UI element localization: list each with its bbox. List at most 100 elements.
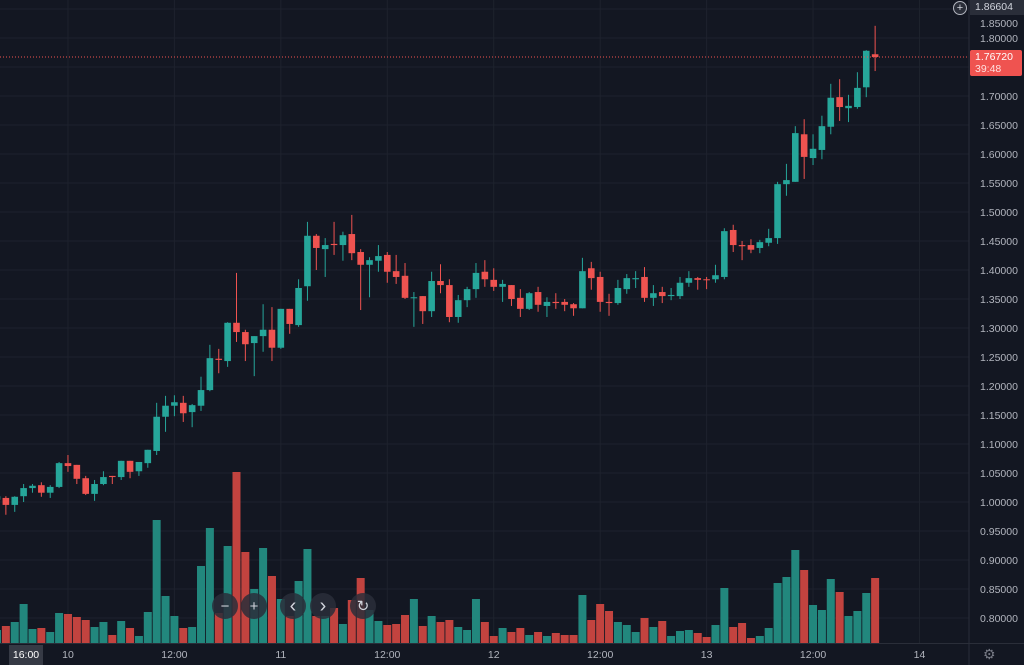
scroll-left-button[interactable]: ‹	[280, 593, 306, 619]
candle-body	[419, 296, 427, 312]
candle-down	[596, 271, 604, 312]
candle-body	[472, 272, 480, 290]
candle-body	[685, 278, 693, 283]
candle-up	[463, 286, 471, 308]
plus-icon[interactable]: +	[953, 1, 967, 15]
time-tick-label: 12:00	[800, 649, 826, 661]
candle-body	[703, 279, 710, 281]
candle-body	[481, 271, 489, 280]
price-tick-label: 1.25000	[980, 352, 1018, 364]
candle-down	[233, 272, 240, 342]
candle-body	[188, 405, 196, 413]
candle-up	[250, 336, 258, 377]
volume-bar	[809, 605, 818, 643]
candle-up	[135, 461, 143, 476]
last-price-label: 1.76720 39:48	[970, 50, 1022, 76]
volume-bar	[312, 616, 321, 643]
candle-body	[55, 463, 63, 487]
candle-down	[126, 460, 134, 479]
candle-down	[508, 285, 515, 306]
candle-body	[667, 294, 675, 297]
price-tick-label: 1.65000	[980, 120, 1018, 132]
candle-up	[224, 322, 231, 367]
candle-up	[721, 228, 728, 280]
candle-up	[667, 287, 675, 301]
candle-body	[534, 292, 542, 305]
volume-bar	[853, 611, 862, 643]
volume-bar	[871, 578, 880, 643]
zoom-in-button[interactable]: +	[241, 593, 267, 619]
settings-icon[interactable]: ⚙	[983, 646, 996, 662]
candle-body	[836, 97, 843, 108]
candle-up	[144, 449, 152, 468]
candle-up	[774, 181, 781, 244]
candle-body	[658, 292, 666, 297]
candle-up	[783, 163, 790, 196]
zoom-out-button[interactable]: −	[212, 593, 238, 619]
candle-up	[55, 461, 63, 489]
candle-down	[109, 475, 116, 485]
volume-bar	[684, 630, 693, 643]
candle-body	[818, 126, 826, 150]
candle-body	[570, 304, 577, 309]
volume-bar	[383, 625, 392, 643]
price-tick-label: 0.95000	[980, 526, 1018, 538]
candle-down	[747, 239, 755, 254]
candle-up	[206, 344, 214, 392]
price-tick-label: 0.90000	[980, 555, 1018, 567]
volume-bar	[427, 616, 436, 643]
candle-down	[605, 293, 613, 316]
candle-down	[242, 329, 249, 362]
candle-body	[330, 243, 338, 246]
volume-bar	[197, 566, 206, 643]
candle-down	[694, 276, 702, 290]
candle-body	[587, 268, 595, 279]
volume-bar	[622, 625, 631, 643]
volume-bar	[232, 472, 241, 643]
candle-up	[91, 479, 98, 501]
candle-down	[517, 289, 524, 317]
candle-up	[499, 279, 506, 302]
candle-down	[268, 307, 276, 362]
candle-up	[259, 304, 267, 352]
candle-up	[845, 94, 852, 123]
candle-body	[313, 235, 320, 248]
volume-bar	[267, 576, 276, 643]
candle-body	[277, 308, 285, 348]
volume-bar	[188, 627, 197, 643]
candle-down	[446, 279, 453, 323]
volume-bar	[551, 633, 560, 643]
candle-body	[854, 87, 861, 108]
candle-body	[729, 229, 737, 246]
candle-body	[605, 301, 613, 304]
candle-body	[259, 329, 267, 337]
candle-down	[836, 79, 843, 121]
volume-bar	[835, 592, 844, 643]
volume-bar	[108, 635, 117, 643]
top-price-label: 1.86604	[970, 0, 1024, 15]
price-tick-label: 1.35000	[980, 294, 1018, 306]
volume-bar	[605, 611, 614, 643]
price-tick-label: 1.40000	[980, 265, 1018, 277]
candle-down	[658, 286, 666, 304]
volume-bar	[675, 631, 684, 643]
candle-body	[774, 184, 781, 239]
volume-bar	[1, 626, 10, 643]
candle-body	[641, 276, 648, 298]
candle-up	[29, 484, 36, 493]
volume-bar	[214, 613, 223, 643]
candle-body	[91, 484, 98, 494]
volume-bar	[436, 622, 445, 643]
volume-bars	[0, 472, 880, 643]
volume-bar	[99, 622, 108, 643]
candle-up	[525, 292, 533, 311]
volume-bar	[205, 528, 214, 643]
candle-body	[490, 279, 498, 287]
candle-up	[171, 395, 178, 417]
candle-body	[233, 322, 240, 333]
candle-body	[437, 281, 444, 286]
scroll-right-button[interactable]: ›	[310, 593, 336, 619]
reset-chart-button[interactable]: ↻	[350, 593, 376, 619]
volume-bar	[471, 599, 480, 643]
